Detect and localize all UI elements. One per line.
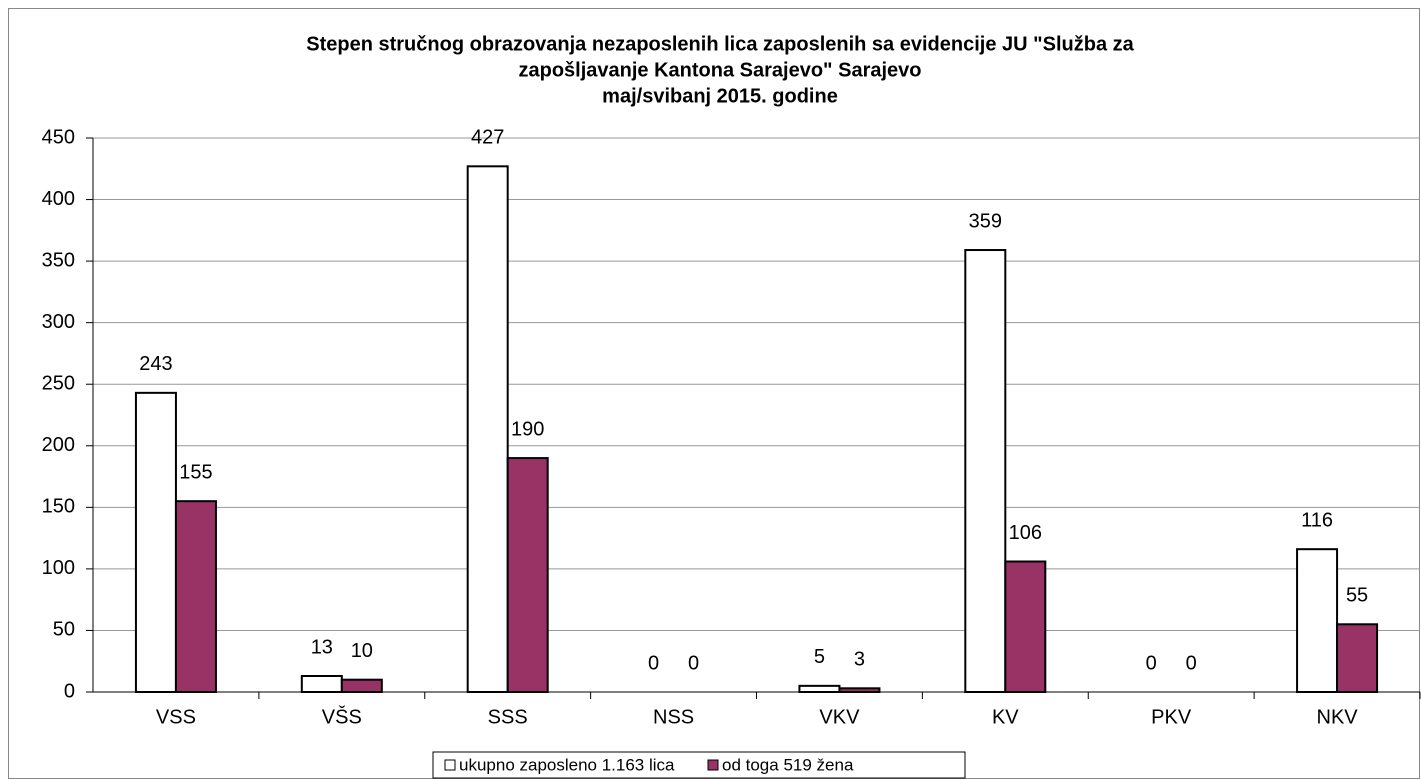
value-label: 0 [1146, 652, 1157, 674]
y-tick-label: 200 [42, 434, 75, 456]
value-label: 13 [311, 636, 333, 658]
value-label: 55 [1346, 585, 1368, 607]
value-label: 190 [511, 418, 544, 440]
value-label: 5 [814, 646, 825, 668]
chart-title: Stepen stručnog obrazovanja nezaposlenih… [306, 33, 1134, 55]
value-label: 0 [1186, 652, 1197, 674]
value-label: 106 [1009, 522, 1042, 544]
x-tick-label: VSS [156, 706, 196, 728]
legend-swatch [444, 759, 456, 771]
value-label: 359 [969, 210, 1002, 232]
value-label: 3 [854, 649, 865, 671]
legend-label: od toga 519 žena [722, 755, 854, 774]
bar [1004, 560, 1047, 693]
value-label: 243 [139, 353, 172, 375]
bar [174, 500, 217, 693]
chart-title: maj/svibanj 2015. godine [602, 85, 838, 107]
x-tick-label: KV [992, 706, 1019, 728]
value-label: 10 [351, 640, 373, 662]
x-tick-label: VŠS [322, 705, 362, 728]
y-tick-label: 450 [42, 126, 75, 148]
chart-border [8, 8, 1420, 779]
x-tick-label: SSS [488, 706, 528, 728]
y-tick-label: 250 [42, 373, 75, 395]
y-tick-label: 400 [42, 188, 75, 210]
y-tick-label: 100 [42, 557, 75, 579]
legend-box [432, 751, 966, 779]
bar [838, 687, 881, 693]
y-tick-label: 50 [53, 619, 75, 641]
value-label: 427 [471, 127, 504, 149]
bar [1336, 623, 1379, 693]
y-tick-label: 0 [64, 680, 75, 702]
bar [506, 457, 549, 694]
legend-label: ukupno zaposleno 1.163 lica [459, 755, 675, 774]
x-tick-label: PKV [1151, 706, 1192, 728]
bar [964, 249, 1007, 694]
bar [798, 684, 841, 693]
chart-title: zapošljavanje Kantona Sarajevo" Sarajevo [519, 59, 922, 81]
x-tick-label: NSS [653, 706, 694, 728]
bar [300, 674, 343, 693]
value-label: 155 [179, 461, 212, 483]
bar [340, 678, 383, 694]
bar [134, 391, 177, 693]
bar [466, 165, 509, 693]
y-tick-label: 300 [42, 311, 75, 333]
x-tick-label: NKV [1317, 706, 1359, 728]
y-tick-label: 350 [42, 249, 75, 271]
y-tick-label: 150 [42, 496, 75, 518]
value-label: 116 [1301, 509, 1333, 531]
x-tick-label: VKV [819, 706, 860, 728]
value-label: 0 [688, 652, 699, 674]
legend-swatch [707, 759, 719, 771]
value-label: 0 [648, 652, 659, 674]
bar [1296, 548, 1339, 693]
